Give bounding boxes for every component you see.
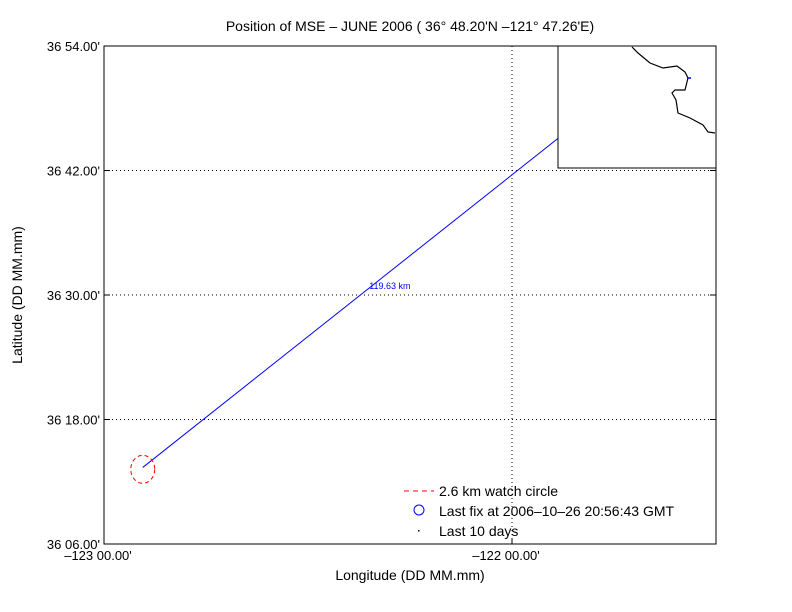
y-tick-label: 36 06.00' bbox=[47, 537, 100, 552]
y-axis-label: Latitude (DD MM.mm) bbox=[9, 226, 25, 364]
y-tick-label: 36 54.00' bbox=[47, 39, 100, 54]
inset-map bbox=[557, 45, 717, 169]
track-line bbox=[142, 105, 599, 468]
legend-watch-label: 2.6 km watch circle bbox=[439, 483, 558, 499]
grid-lines bbox=[104, 46, 716, 544]
legend-lastfix-marker bbox=[413, 504, 425, 516]
legend-days-label: Last 10 days bbox=[439, 523, 518, 539]
inset-coastline bbox=[631, 46, 716, 134]
legend-days-marker bbox=[418, 530, 420, 532]
legend-lastfix-label: Last fix at 2006–10–26 20:56:43 GMT bbox=[439, 503, 674, 519]
distance-label: 119.63 km bbox=[369, 281, 410, 291]
y-tick-label: 36 18.00' bbox=[47, 413, 100, 428]
inset-frame bbox=[557, 45, 717, 169]
chart-title: Position of MSE – JUNE 2006 ( 36° 48.20'… bbox=[226, 18, 594, 34]
x-axis-label: Longitude (DD MM.mm) bbox=[335, 567, 484, 583]
x-tick-label: –122 00.00' bbox=[472, 548, 540, 563]
y-tick-label: 36 30.00' bbox=[47, 288, 100, 303]
y-tick-label: 36 42.00' bbox=[47, 164, 100, 179]
watch-circle bbox=[130, 454, 156, 484]
legend: 2.6 km watch circle Last fix at 2006–10–… bbox=[404, 483, 674, 539]
x-tick-label: –123 00.00' bbox=[64, 548, 132, 563]
